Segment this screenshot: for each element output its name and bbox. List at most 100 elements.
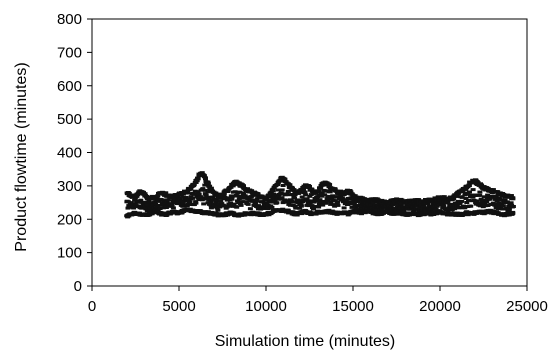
data-point — [237, 190, 243, 194]
data-point — [445, 201, 451, 204]
data-point — [285, 190, 291, 193]
data-point — [480, 199, 485, 203]
data-point — [303, 193, 309, 197]
data-point — [280, 184, 286, 187]
x-tick-label: 20000 — [419, 298, 461, 315]
data-point — [202, 188, 208, 192]
data-point — [451, 197, 457, 201]
data-point — [211, 202, 217, 206]
data-point — [183, 195, 189, 199]
data-point — [267, 194, 273, 198]
data-point — [131, 206, 137, 210]
data-point — [319, 194, 325, 198]
data-point — [348, 190, 354, 194]
y-tick-label: 700 — [57, 44, 82, 61]
data-point — [309, 187, 315, 191]
data-point — [149, 201, 155, 205]
data-point — [463, 197, 469, 200]
data-point — [137, 200, 143, 204]
data-point — [470, 195, 476, 199]
data-point — [307, 184, 312, 188]
data-point — [474, 200, 480, 204]
data-point — [496, 201, 502, 205]
data-point — [275, 183, 281, 186]
data-point — [456, 206, 462, 210]
data-point — [510, 196, 516, 200]
data-point — [325, 199, 331, 203]
x-tick-label: 25000 — [506, 298, 548, 315]
data-point — [275, 196, 281, 199]
data-point — [270, 196, 276, 200]
data-point — [180, 202, 186, 205]
data-point — [287, 203, 293, 207]
x-tick-label: 15000 — [332, 298, 374, 315]
data-point — [193, 201, 199, 205]
data-point — [190, 196, 196, 200]
data-point — [370, 201, 376, 204]
data-point — [182, 199, 187, 203]
data-point — [390, 203, 396, 207]
data-point — [265, 204, 271, 207]
data-point — [195, 190, 201, 194]
data-point — [464, 201, 470, 204]
data-point — [215, 208, 221, 212]
data-point — [441, 195, 447, 199]
data-point — [379, 207, 385, 211]
data-point — [187, 200, 193, 204]
data-point — [188, 187, 194, 191]
data-point — [264, 201, 270, 205]
data-point — [206, 198, 212, 202]
data-point — [328, 202, 334, 206]
data-point — [323, 201, 328, 205]
data-point — [280, 201, 286, 205]
data-point — [418, 213, 423, 217]
y-tick-label: 100 — [57, 245, 82, 262]
data-point — [494, 199, 500, 203]
data-point — [213, 201, 219, 205]
x-tick-label: 0 — [88, 298, 96, 315]
data-point — [328, 200, 334, 204]
data-point — [296, 200, 302, 204]
data-point — [277, 179, 283, 183]
data-point — [237, 202, 243, 205]
data-point — [325, 194, 331, 198]
data-point — [253, 199, 259, 203]
data-point — [227, 212, 233, 216]
data-point — [302, 190, 308, 194]
data-point — [228, 201, 234, 205]
data-point — [290, 200, 296, 204]
data-point — [306, 204, 312, 208]
data-point — [126, 214, 132, 218]
plot-frame — [91, 18, 528, 287]
data-point — [508, 201, 514, 205]
data-point — [478, 197, 484, 201]
data-point — [269, 205, 275, 209]
data-point — [485, 204, 491, 207]
data-point — [229, 197, 235, 201]
data-point — [163, 191, 169, 195]
data-point — [299, 195, 305, 199]
y-axis: 0 100 200 300 400 500 600 700 800 — [57, 11, 92, 295]
data-point — [349, 196, 355, 200]
data-point — [326, 208, 332, 212]
data-point — [241, 192, 246, 196]
data-point — [219, 202, 225, 206]
data-point — [207, 184, 213, 188]
data-point — [182, 204, 187, 208]
data-point — [208, 200, 214, 204]
data-point — [433, 207, 439, 211]
data-point — [192, 189, 198, 193]
data-point — [481, 195, 487, 199]
data-point — [208, 186, 214, 190]
data-point — [459, 195, 465, 199]
plot-border — [91, 18, 528, 287]
data-point — [255, 192, 261, 196]
data-point — [316, 205, 322, 209]
data-point — [470, 188, 476, 192]
data-point — [453, 194, 459, 198]
data-point — [304, 197, 310, 201]
data-point — [241, 184, 246, 188]
data-point — [213, 198, 219, 202]
y-tick-label: 800 — [57, 11, 82, 28]
